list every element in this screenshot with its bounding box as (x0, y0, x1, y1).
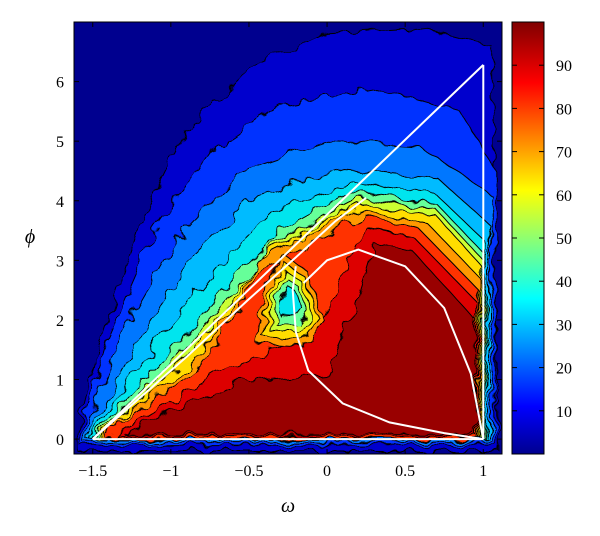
y-tick-label: 1 (56, 373, 64, 390)
y-tick-label: 5 (56, 134, 64, 151)
colorbar-tick-label: 80 (556, 101, 572, 118)
y-tick-label: 6 (56, 75, 64, 92)
overlay-curve (291, 266, 484, 441)
x-tick-label: −1.5 (78, 463, 107, 480)
x-tick-label: 0 (323, 463, 331, 480)
colorbar-tick-label: 20 (556, 361, 572, 378)
contour-bands (76, 27, 500, 452)
plot-area: −1.5 −1 −0.5 0 0.5 1 0 1 2 3 4 5 6 ω ϕ (25, 21, 503, 517)
x-tick-label: −0.5 (234, 463, 263, 480)
colorbar: 10 20 30 40 50 60 70 80 90 (511, 21, 572, 455)
x-axis-ticks: −1.5 −1 −0.5 0 0.5 1 (78, 22, 487, 480)
x-tick-label: −1 (162, 463, 179, 480)
colorbar-tick-label: 10 (556, 404, 572, 421)
x-tick-label: 0.5 (395, 463, 415, 480)
y-axis-ticks: 0 1 2 3 4 5 6 (56, 75, 502, 449)
x-tick-label: 1 (479, 463, 487, 480)
x-axis-label: ω (281, 495, 295, 517)
y-tick-label: 0 (56, 432, 64, 449)
overlay-curve (302, 248, 485, 440)
colorbar-tick-label: 90 (556, 58, 572, 75)
overlay-curve (92, 64, 484, 440)
y-tick-label: 2 (56, 313, 64, 330)
colorbar-gradient (512, 22, 544, 454)
colorbar-tick-label: 60 (556, 188, 572, 205)
colorbar-tick-label: 30 (556, 317, 572, 334)
colorbar-tick-label: 50 (556, 231, 572, 248)
y-tick-label: 3 (56, 253, 64, 270)
y-tick-label: 4 (56, 194, 64, 211)
colorbar-ticks: 10 20 30 40 50 60 70 80 90 (512, 58, 572, 421)
plot-frame (73, 21, 503, 455)
colorbar-tick-label: 70 (556, 145, 572, 162)
y-axis-label: ϕ (25, 226, 35, 248)
colorbar-tick-label: 40 (556, 274, 572, 291)
overlay-curves (92, 64, 485, 441)
overlay-curve (92, 197, 367, 440)
